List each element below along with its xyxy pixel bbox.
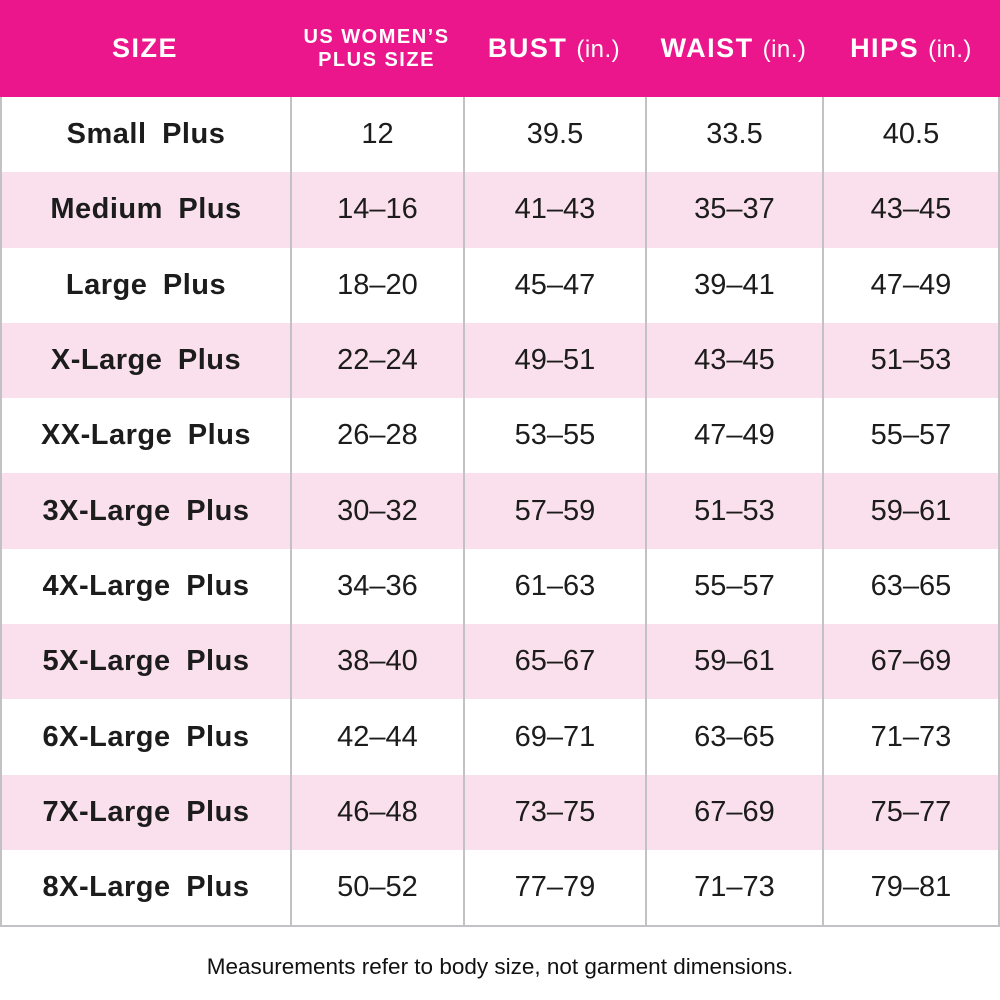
cell-waist: 47–49	[645, 398, 822, 474]
table-row: 6X-Large Plus 42–44 69–71 63–65 71–73	[2, 699, 998, 775]
table-row: Large Plus 18–20 45–47 39–41 47–49	[2, 247, 998, 323]
cell-hips: 79–81	[822, 849, 998, 926]
cell-waist: 59–61	[645, 624, 822, 700]
cell-hips: 47–49	[822, 247, 998, 323]
cell-size: Large Plus	[65, 268, 227, 301]
cell-us-plus: 38–40	[290, 624, 463, 700]
cell-size: 4X-Large Plus	[42, 569, 250, 602]
cell-waist: 43–45	[645, 322, 822, 399]
cell-size: 3X-Large Plus	[42, 494, 250, 527]
header-label-hips: HIPS	[850, 32, 920, 63]
cell-us-plus: 46–48	[290, 774, 463, 850]
header-label-us-womens: US WOMEN’S	[303, 25, 450, 48]
cell-hips: 71–73	[822, 699, 998, 775]
header-cell-size: SIZE	[0, 33, 290, 64]
cell-size: 7X-Large Plus	[42, 795, 250, 828]
measurement-disclaimer: Measurements refer to body size, not gar…	[206, 954, 794, 980]
cell-size: Medium Plus	[50, 193, 242, 226]
cell-bust: 57–59	[463, 473, 645, 549]
cell-bust: 69–71	[463, 699, 645, 775]
table-row: 4X-Large Plus 34–36 61–63 55–57 63–65	[2, 548, 998, 625]
table-body: Small Plus 12 39.5 33.5 40.5 Medium Plus…	[0, 97, 1000, 928]
cell-waist: 33.5	[645, 97, 822, 173]
header-unit-hips: (in.)	[928, 35, 972, 63]
cell-waist: 71–73	[645, 849, 822, 926]
cell-bust: 39.5	[463, 97, 645, 173]
cell-us-plus: 42–44	[290, 699, 463, 775]
cell-bust: 49–51	[463, 322, 645, 399]
table-row: X-Large Plus 22–24 49–51 43–45 51–53	[2, 322, 998, 399]
cell-us-plus: 14–16	[290, 172, 463, 248]
cell-bust: 53–55	[463, 398, 645, 474]
cell-us-plus: 50–52	[290, 849, 463, 926]
cell-bust: 73–75	[463, 774, 645, 850]
cell-hips: 43–45	[822, 172, 998, 248]
cell-hips: 40.5	[822, 97, 998, 173]
cell-bust: 65–67	[463, 624, 645, 700]
cell-waist: 35–37	[645, 172, 822, 248]
cell-hips: 55–57	[822, 398, 998, 474]
header-label-waist: WAIST	[660, 32, 754, 63]
cell-waist: 67–69	[645, 774, 822, 850]
cell-waist: 51–53	[645, 473, 822, 549]
header-unit-bust: (in.)	[576, 35, 621, 63]
cell-size: 8X-Large Plus	[42, 871, 250, 904]
cell-us-plus: 26–28	[290, 398, 463, 474]
table-row: Small Plus 12 39.5 33.5 40.5	[2, 97, 998, 173]
cell-us-plus: 22–24	[290, 322, 463, 399]
cell-size: X-Large Plus	[50, 344, 242, 377]
cell-size: Small Plus	[66, 118, 226, 151]
header-cell-us-plus-size: US WOMEN’S PLUS SIZE	[290, 26, 463, 72]
cell-hips: 67–69	[822, 624, 998, 700]
cell-size: 6X-Large Plus	[42, 720, 250, 753]
cell-hips: 75–77	[822, 774, 998, 850]
cell-bust: 45–47	[463, 247, 645, 323]
cell-bust: 61–63	[463, 548, 645, 625]
header-cell-waist: WAIST (in.)	[645, 33, 822, 64]
table-row: 8X-Large Plus 50–52 77–79 71–73 79–81	[2, 849, 998, 926]
header-cell-hips: HIPS (in.)	[822, 33, 1000, 64]
header-unit-waist: (in.)	[762, 35, 807, 63]
table-row: 5X-Large Plus 38–40 65–67 59–61 67–69	[2, 624, 998, 700]
cell-bust: 41–43	[463, 172, 645, 248]
cell-us-plus: 12	[290, 97, 463, 173]
cell-us-plus: 30–32	[290, 473, 463, 549]
cell-size: 5X-Large Plus	[42, 645, 250, 678]
header-label-plus-size: PLUS SIZE	[318, 48, 435, 71]
cell-us-plus: 34–36	[290, 548, 463, 625]
cell-waist: 55–57	[645, 548, 822, 625]
header-row: SIZE US WOMEN’S PLUS SIZE BUST (in.) WAI…	[0, 0, 1000, 97]
cell-us-plus: 18–20	[290, 247, 463, 323]
cell-bust: 77–79	[463, 849, 645, 926]
header-cell-bust: BUST (in.)	[463, 33, 645, 64]
cell-waist: 39–41	[645, 247, 822, 323]
cell-size: XX-Large Plus	[40, 419, 252, 452]
table-row: 7X-Large Plus 46–48 73–75 67–69 75–77	[2, 774, 998, 850]
table-row: Medium Plus 14–16 41–43 35–37 43–45	[2, 172, 998, 248]
cell-hips: 63–65	[822, 548, 998, 625]
cell-hips: 51–53	[822, 322, 998, 399]
cell-waist: 63–65	[645, 699, 822, 775]
table-row: XX-Large Plus 26–28 53–55 47–49 55–57	[2, 398, 998, 474]
cell-hips: 59–61	[822, 473, 998, 549]
header-label-size: SIZE	[111, 32, 178, 63]
header-label-bust: BUST	[487, 32, 568, 63]
table-row: 3X-Large Plus 30–32 57–59 51–53 59–61	[2, 473, 998, 549]
